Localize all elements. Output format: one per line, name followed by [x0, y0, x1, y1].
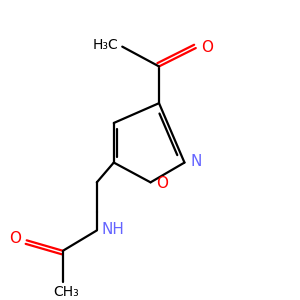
Text: O: O — [156, 176, 168, 191]
Text: CH₃: CH₃ — [53, 285, 79, 299]
Text: NH: NH — [102, 222, 125, 237]
Text: O: O — [201, 40, 213, 55]
Text: O: O — [10, 231, 22, 246]
Text: N: N — [191, 154, 202, 169]
Text: H₃C: H₃C — [92, 38, 118, 52]
